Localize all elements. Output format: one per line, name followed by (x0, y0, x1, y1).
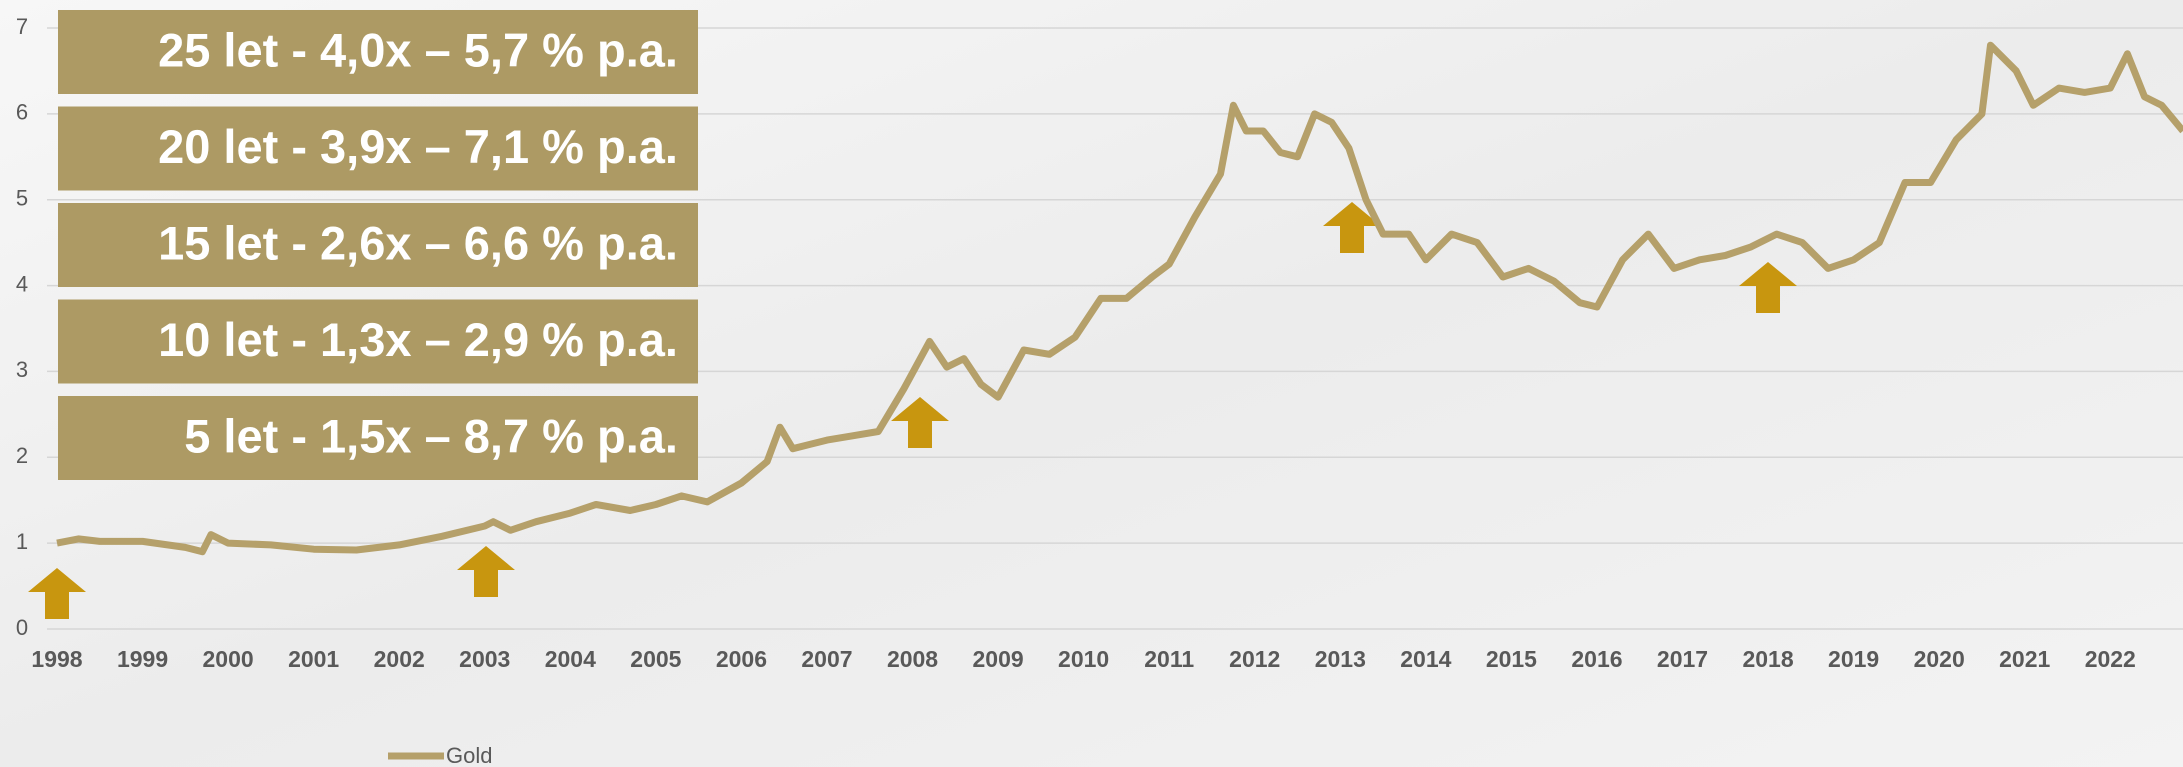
x-tick-label: 2000 (203, 646, 254, 672)
x-tick-label: 2007 (801, 646, 852, 672)
x-tick-label: 2016 (1571, 646, 1622, 672)
annotations: 25 let - 4,0x – 5,7 % p.a. 20 let - 3,9x … (58, 10, 698, 480)
annotation: 10 let - 1,3x – 2,9 % p.a. (158, 313, 678, 366)
x-tick-label: 2010 (1058, 646, 1109, 672)
y-tick-label: 1 (16, 529, 28, 554)
arrow (457, 546, 515, 597)
annotation: 15 let - 2,6x – 6,6 % p.a. (158, 216, 678, 269)
x-tick-label: 2002 (374, 646, 425, 672)
x-tick-label: 2008 (887, 646, 938, 672)
x-tick-label: 2018 (1742, 646, 1793, 672)
x-tick-label: 1998 (31, 646, 82, 672)
y-tick-label: 3 (16, 357, 28, 382)
x-tick-label: 2003 (459, 646, 510, 672)
x-tick-label: 2022 (2085, 646, 2136, 672)
x-tick-label: 2019 (1828, 646, 1879, 672)
annotation-box (58, 106, 698, 191)
x-tick-label: 2004 (545, 646, 596, 672)
y-tick-label: 2 (16, 443, 28, 468)
x-tick-label: 2017 (1657, 646, 1708, 672)
x-tick-label: 2009 (973, 646, 1024, 672)
arrow (1739, 262, 1797, 313)
annotation-box (58, 396, 698, 480)
annotation: 5 let - 1,5x – 8,7 % p.a. (184, 409, 678, 462)
x-tick-label: 2013 (1315, 646, 1366, 672)
x-tick-label: 2006 (716, 646, 767, 672)
annotation-box (58, 10, 698, 94)
x-tick-label: 2015 (1486, 646, 1537, 672)
line (56, 41, 2183, 556)
arrow (1323, 202, 1381, 253)
annotation: 20 let - 3,9x – 7,1 % p.a. (158, 120, 678, 173)
x-tick-label: 2011 (1144, 646, 1194, 672)
annotation-box (58, 299, 698, 384)
legend-label: Gold (446, 743, 492, 767)
y-tick-label: 0 (16, 615, 28, 640)
x-tick-label: 1999 (117, 646, 168, 672)
x-tick-label: 2020 (1914, 646, 1965, 672)
x-tick-label: 2001 (288, 646, 339, 672)
arrow (891, 397, 949, 448)
x-tick-label: 2021 (1999, 646, 2050, 672)
arrows (28, 202, 1797, 619)
x-tick-label: 2012 (1229, 646, 1280, 672)
y-tick-label: 4 (16, 271, 28, 296)
x-tick-label: 2014 (1400, 646, 1451, 672)
y-tick-label: 7 (16, 14, 28, 39)
annotation: 25 let - 4,0x – 5,7 % p.a. (158, 23, 678, 76)
x-tick-label: 2005 (630, 646, 681, 672)
annotation-box (58, 203, 698, 287)
y-tick-label: 6 (16, 100, 28, 125)
y-tick-label: 5 (16, 186, 28, 211)
arrow (28, 568, 86, 619)
